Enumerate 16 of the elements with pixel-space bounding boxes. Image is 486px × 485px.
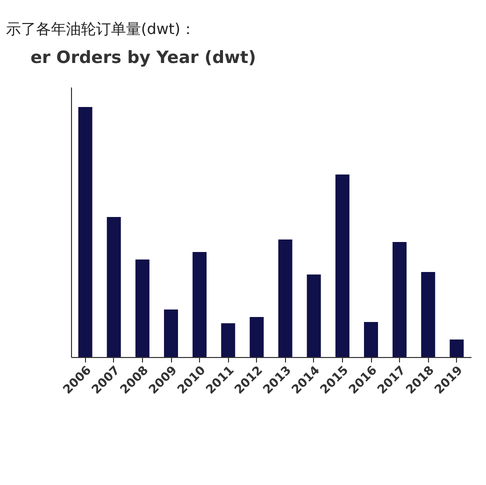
bar: [306, 274, 321, 357]
bar: [192, 252, 207, 357]
bar: [421, 272, 436, 357]
bar: [221, 323, 236, 357]
bar: [106, 217, 121, 357]
chart-title: er Orders by Year (dwt): [30, 48, 256, 68]
bar: [392, 242, 407, 357]
bar: [364, 322, 378, 357]
bar: [335, 174, 350, 357]
bar: [164, 310, 178, 357]
bar: [135, 260, 150, 357]
bar: [450, 340, 464, 357]
text: 示了各年油轮订单量(dwt)：: [5, 19, 196, 39]
bar: [78, 107, 92, 357]
bar: [250, 317, 264, 357]
bar: [278, 240, 292, 357]
